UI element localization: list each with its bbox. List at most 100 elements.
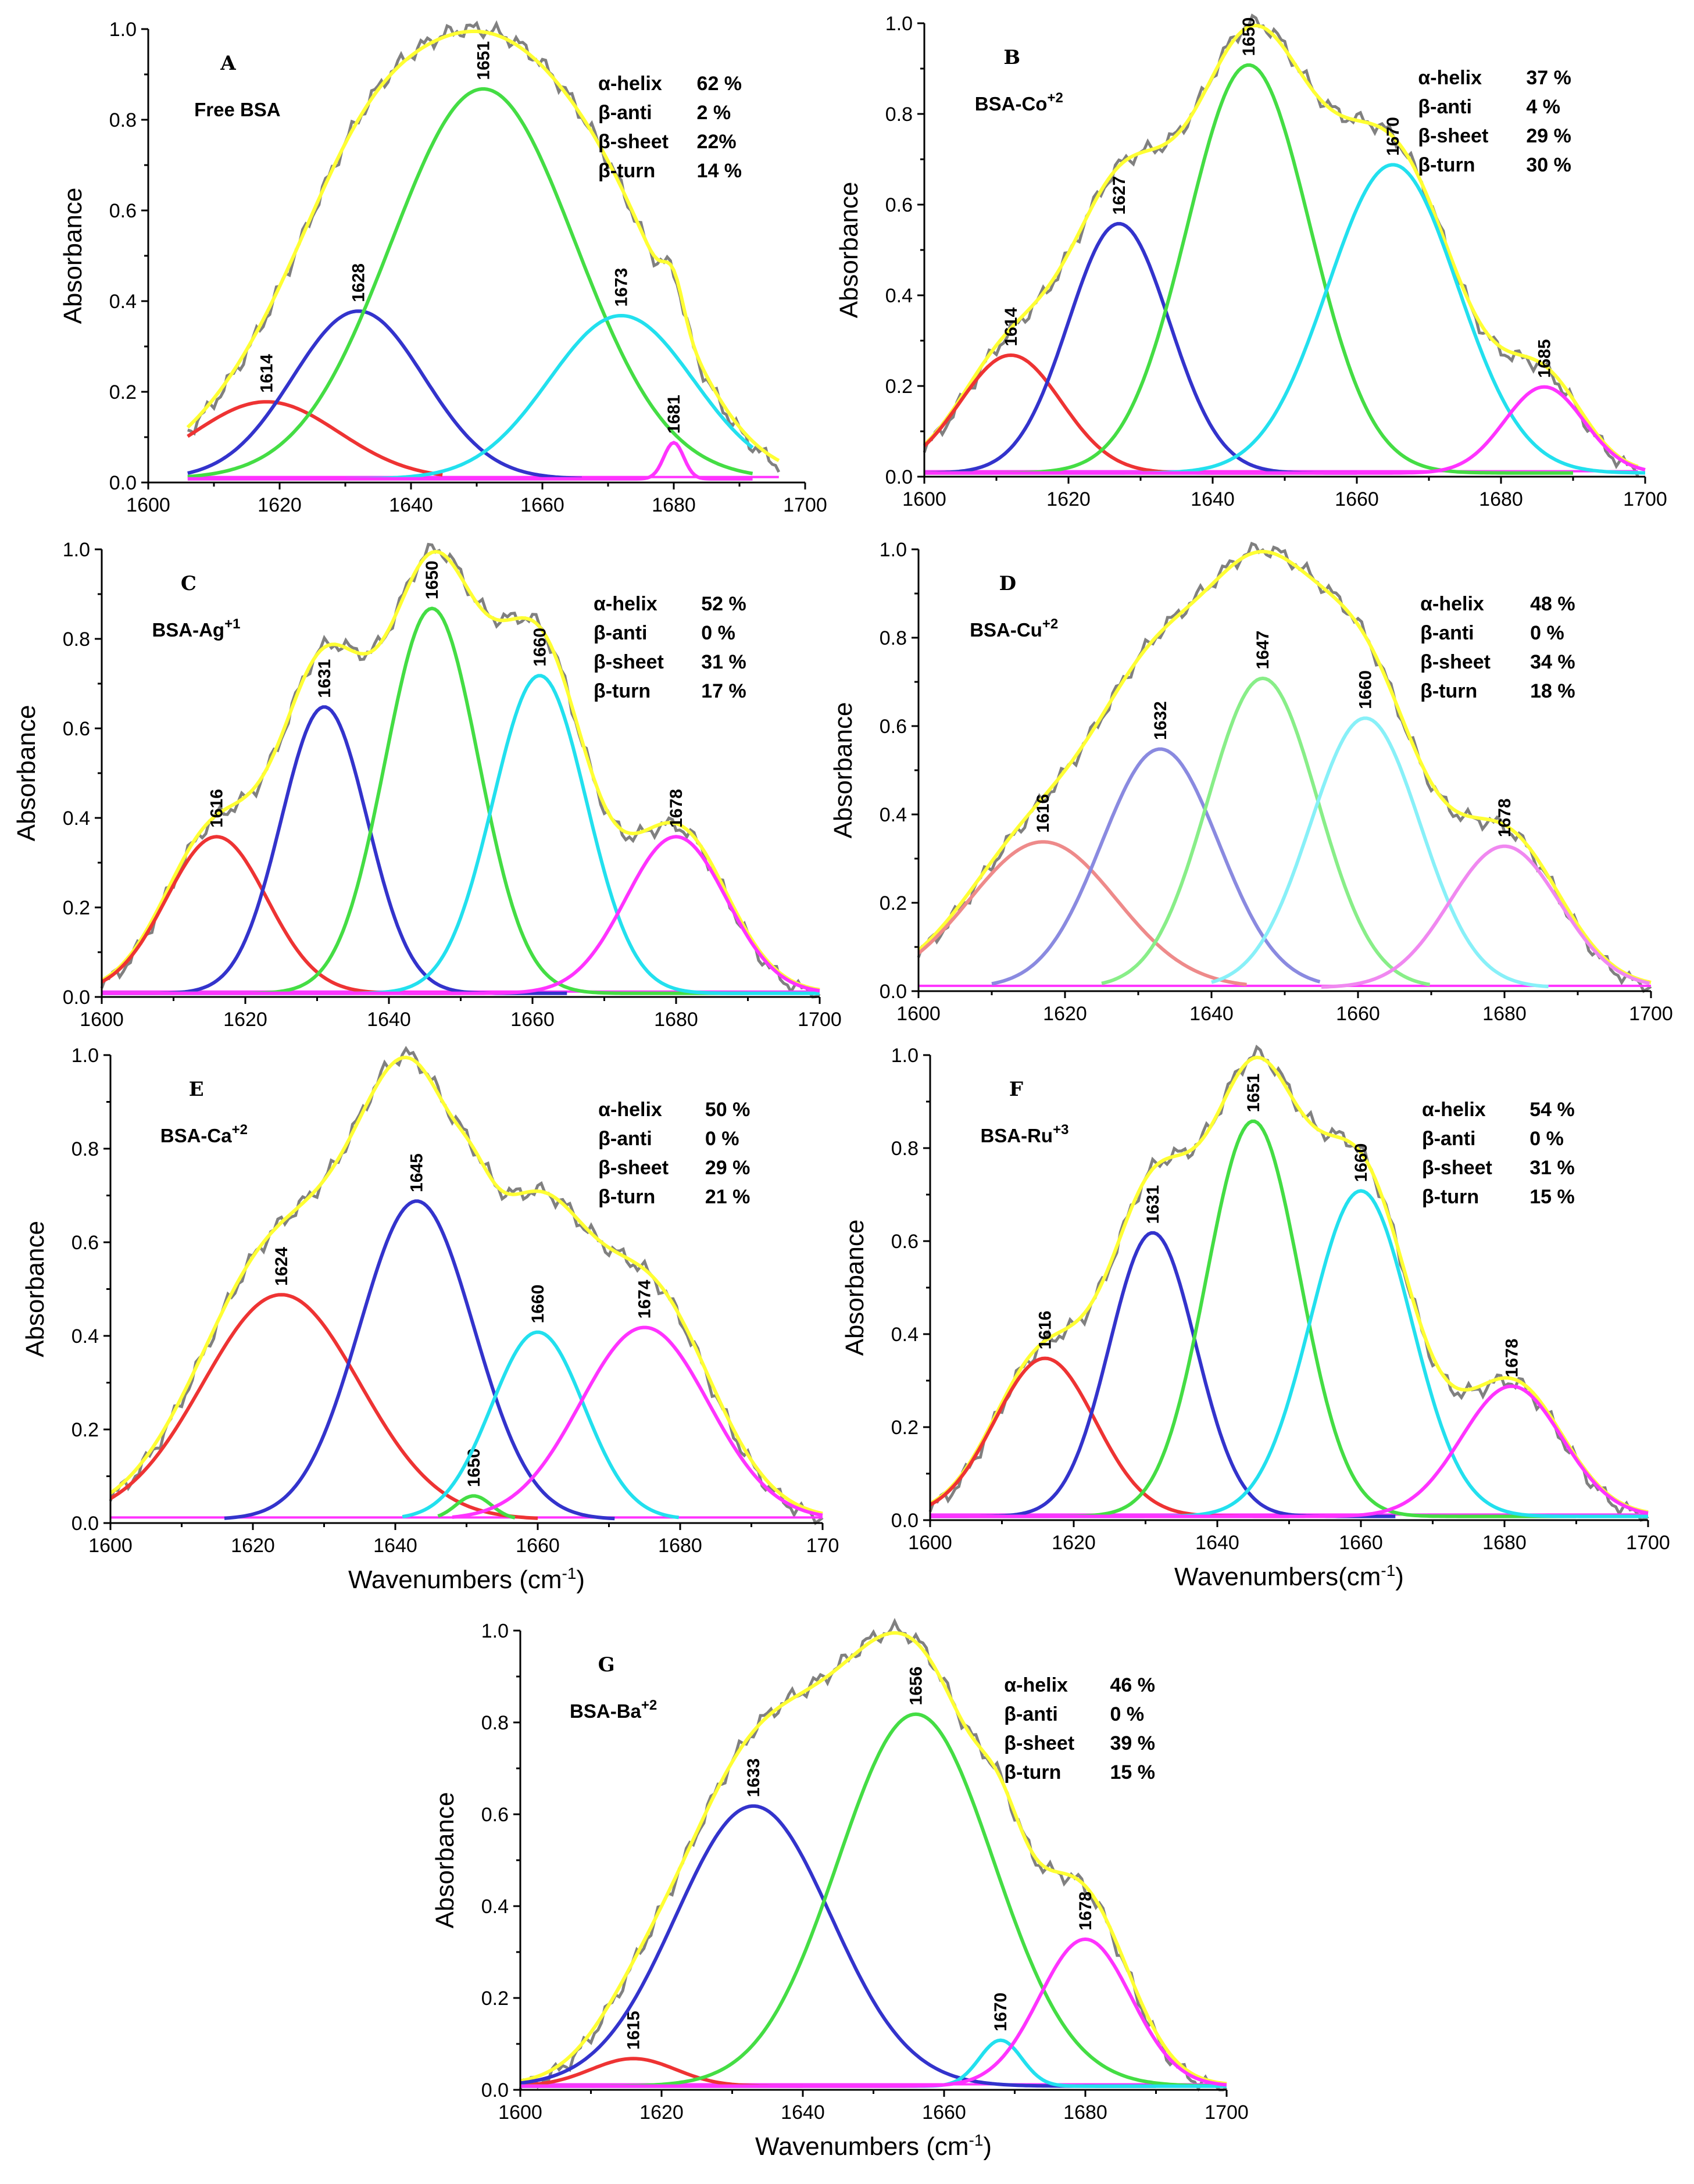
component-curve-1632-d: [991, 747, 1321, 986]
stat-value: 21 %: [705, 1186, 750, 1208]
peak-label-a: 1614: [257, 354, 276, 393]
peak-label-g: 1656: [906, 1667, 925, 1706]
panel-b: 1614 1627 1650 1670 1685 1600 1620 1640 1660 1680…: [835, 13, 1667, 510]
peak-label-d: 1632: [1151, 701, 1170, 740]
stat-label: β-anti: [1420, 622, 1474, 644]
x-tick-label: 1680: [1479, 488, 1523, 510]
x-tick-label: 1620: [231, 1535, 275, 1557]
y-tick-label: 0.0: [109, 472, 137, 494]
component-curve-1614-a: [187, 400, 443, 477]
peak-label-b: 1670: [1384, 117, 1403, 156]
peak-label-a: 1651: [474, 41, 493, 80]
component-curve-1660-e: [402, 1330, 679, 1520]
y-tick-label: 1.0: [109, 19, 137, 41]
stat-value: 62 %: [697, 73, 742, 95]
y-tick-label: 1.0: [481, 1620, 509, 1642]
component-curve-1673-a: [345, 313, 754, 481]
sample-name: BSA-Ru+3: [980, 1122, 1068, 1146]
y-tick-label: 0.6: [63, 718, 90, 740]
y-tick-label: 0.4: [481, 1896, 509, 1918]
stat-value: 4 %: [1526, 96, 1560, 118]
stat-label: α-helix: [598, 1099, 662, 1121]
y-tick-label: 0.4: [63, 807, 90, 830]
stat-label: β-turn: [1418, 154, 1475, 176]
stat-value: 22%: [697, 131, 737, 153]
x-tick-label: 1680: [652, 494, 696, 516]
component-curve-1631-f: [930, 1231, 1396, 1518]
y-axis-title: Absorbance: [835, 182, 863, 319]
envelope-fit-line-b: [923, 23, 1639, 469]
x-tick-label: 1600: [902, 488, 946, 510]
sample-name: BSA-Ag+1: [152, 616, 240, 641]
peak-label-c: 1660: [530, 628, 549, 667]
component-curve-1681-a: [187, 441, 753, 481]
stat-label: β-anti: [1422, 1128, 1476, 1150]
stat-label: α-helix: [1004, 1674, 1068, 1696]
stat-value: 34 %: [1530, 651, 1575, 673]
y-axis-title: Absorbance: [12, 705, 41, 842]
y-tick-label: 1.0: [63, 539, 90, 561]
x-tick-label: 1640: [1189, 1003, 1234, 1025]
y-axis-title: Absorbance: [829, 702, 857, 839]
x-tick-label: 1700: [798, 1009, 842, 1031]
x-tick-label: 1700: [1205, 2101, 1249, 2124]
component-curve-1651-f: [930, 1119, 1577, 1518]
y-tick-label: 0.0: [880, 981, 907, 1003]
stat-label: β-sheet: [594, 651, 664, 673]
x-tick-label: 1620: [223, 1009, 267, 1031]
x-tick-label: 1640: [1195, 1532, 1239, 1554]
stat-label: β-turn: [594, 680, 651, 702]
y-tick-label: 0.2: [63, 897, 90, 919]
stat-label: β-sheet: [1420, 651, 1491, 673]
stat-label: β-anti: [598, 102, 652, 124]
y-axis-title: Absorbance: [841, 1220, 869, 1356]
panel-letter: A: [220, 52, 236, 75]
stat-label: β-sheet: [1418, 125, 1488, 147]
y-tick-label: 0.2: [880, 892, 907, 914]
component-curve-1647-d: [1101, 676, 1431, 986]
x-tick-label: 1660: [1336, 1003, 1380, 1025]
peak-label-e: 1660: [528, 1285, 548, 1324]
stat-label: β-sheet: [1004, 1732, 1074, 1754]
y-axis-title: Absorbance: [21, 1221, 49, 1357]
stat-value: 31 %: [701, 651, 746, 673]
stat-value: 15 %: [1529, 1186, 1575, 1208]
peak-label-d: 1616: [1034, 794, 1053, 833]
y-tick-label: 1.0: [885, 13, 913, 35]
peak-label-e: 1674: [635, 1279, 655, 1318]
peak-label-b: 1685: [1535, 339, 1554, 378]
panel-e: 1624 1645 1650 1660 1674 1600 1620 1640 1660 1680…: [21, 1045, 839, 1594]
peak-label-f: 1631: [1143, 1185, 1163, 1224]
peak-label-c: 1631: [315, 659, 334, 698]
stat-label: α-helix: [1422, 1099, 1486, 1121]
y-tick-label: 0.4: [109, 291, 137, 313]
stat-label: β-turn: [1422, 1186, 1479, 1208]
y-tick-label: 0.2: [72, 1419, 99, 1441]
sample-name: BSA-Ca+2: [160, 1122, 248, 1146]
component-curve-1633-g: [520, 1804, 1156, 2088]
x-tick-label: 1660: [1339, 1532, 1383, 1554]
peak-label-b: 1614: [1002, 308, 1021, 346]
x-tick-label: 1700: [1626, 1532, 1670, 1554]
peak-label-c: 1616: [208, 789, 227, 828]
sample-name: BSA-Co+2: [975, 90, 1063, 115]
stat-value: 0 %: [1110, 1703, 1145, 1725]
y-tick-label: 0.4: [72, 1325, 99, 1347]
envelope-fit-line-e: [109, 1055, 823, 1515]
envelope-fit-line-c: [101, 549, 820, 992]
y-tick-label: 0.6: [72, 1232, 99, 1254]
y-tick-label: 0.2: [885, 376, 913, 398]
stat-label: β-anti: [1004, 1703, 1058, 1725]
sample-name: Free BSA: [194, 99, 281, 120]
y-tick-label: 0.8: [109, 109, 137, 131]
y-tick-label: 0.4: [891, 1324, 919, 1346]
x-tick-label: 1620: [258, 494, 302, 516]
component-curve-1651-a: [187, 87, 753, 478]
component-curve-1660-f: [930, 1189, 1648, 1518]
x-tick-label: 1600: [498, 2101, 542, 2124]
stat-label: β-anti: [594, 622, 648, 644]
panel-a: 1614 1628 1651 1673 1681 1600 1620 1640 1660 1680…: [59, 19, 827, 516]
panel-letter: G: [598, 1653, 615, 1677]
peak-label-d: 1660: [1356, 670, 1375, 709]
x-tick-label: 1640: [367, 1009, 411, 1031]
